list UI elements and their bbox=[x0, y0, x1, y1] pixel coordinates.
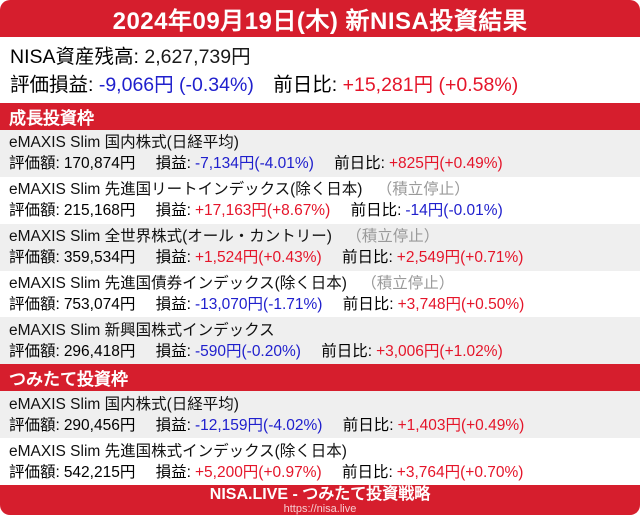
pl-label: 損益: bbox=[155, 249, 191, 267]
pl-amount: -7,134円(-4.01%) bbox=[194, 155, 314, 173]
value-amount: 753,074円 bbox=[63, 296, 136, 314]
daychange-amount: +3,006円(+1.02%) bbox=[376, 342, 503, 360]
pl-amount: -590円(-0.20%) bbox=[194, 342, 301, 360]
pl-amount: -13,070円(-1.71%) bbox=[194, 296, 323, 314]
value-amount: 170,874円 bbox=[63, 155, 136, 173]
total-daychange-label: 前日比: bbox=[273, 74, 338, 96]
fund-row: eMAXIS Slim 先進国株式インデックス(除く日本) 評価額: 542,21… bbox=[0, 438, 640, 486]
section-header-tsumitate: つみたて投資枠 bbox=[0, 364, 640, 392]
value-label: 評価額: bbox=[9, 416, 60, 434]
balance-line: NISA資産残高: 2,627,739円 bbox=[10, 43, 630, 71]
pl-label: 損益: bbox=[155, 416, 191, 434]
pl-amount: -12,159円(-4.02%) bbox=[194, 416, 323, 434]
daychange-amount: +2,549円(+0.71%) bbox=[396, 249, 524, 267]
fund-name: eMAXIS Slim 国内株式(日経平均) bbox=[9, 395, 239, 413]
daychange-amount: +3,764円(+0.70%) bbox=[396, 463, 524, 481]
site-url: https://nisa.live bbox=[283, 502, 357, 515]
fund-row: eMAXIS Slim 先進国債券インデックス(除く日本) （積立停止） 評価額… bbox=[0, 270, 640, 318]
value-label: 評価額: bbox=[9, 249, 60, 267]
site-name: NISA.LIVE - つみたて投資戦略 bbox=[209, 485, 431, 503]
fund-row: eMAXIS Slim 全世界株式(オール・カントリー) （積立停止） 評価額:… bbox=[0, 223, 640, 271]
pl-label: 損益: bbox=[155, 155, 191, 173]
summary-section: NISA資産残高: 2,627,739円 評価損益: -9,066円 (-0.3… bbox=[0, 37, 640, 103]
pl-label: 損益: bbox=[155, 296, 191, 314]
fund-row: eMAXIS Slim 国内株式(日経平均) 評価額: 290,456円 損益: -… bbox=[0, 391, 640, 439]
fund-name: eMAXIS Slim 先進国債券インデックス(除く日本) bbox=[9, 275, 347, 293]
fund-name: eMAXIS Slim 全世界株式(オール・カントリー) bbox=[9, 228, 332, 246]
fund-name: eMAXIS Slim 新興国株式インデックス bbox=[9, 321, 275, 339]
value-amount: 542,215円 bbox=[63, 463, 136, 481]
pl-amount: +5,200円(+0.97%) bbox=[194, 463, 322, 481]
fund-row: eMAXIS Slim 新興国株式インデックス 評価額: 296,418円 損益:… bbox=[0, 317, 640, 365]
balance-label: NISA資産残高: bbox=[10, 46, 139, 68]
value-label: 評価額: bbox=[9, 342, 60, 360]
value-label: 評価額: bbox=[9, 202, 60, 220]
daychange-amount: +1,403円(+0.49%) bbox=[397, 416, 525, 434]
value-amount: 290,456円 bbox=[63, 416, 136, 434]
value-amount: 359,534円 bbox=[63, 249, 136, 267]
daychange-label: 前日比: bbox=[342, 296, 394, 314]
daychange-label: 前日比: bbox=[321, 342, 373, 360]
suspended-badge: （積立停止） bbox=[361, 275, 455, 293]
total-pl-value: -9,066円 (-0.34%) bbox=[98, 74, 254, 96]
pl-amount: +17,163円(+8.67%) bbox=[194, 202, 331, 220]
daychange-amount: +3,748円(+0.50%) bbox=[397, 296, 525, 314]
total-daychange-value: +15,281円 (+0.58%) bbox=[342, 74, 519, 96]
suspended-badge: （積立停止） bbox=[376, 181, 470, 199]
daychange-label: 前日比: bbox=[334, 155, 385, 173]
daychange-label: 前日比: bbox=[341, 463, 393, 481]
value-amount: 215,168円 bbox=[63, 202, 136, 220]
report-title-bar: 2024年09月19日(木) 新NISA投資結果 bbox=[0, 0, 640, 37]
fund-row: eMAXIS Slim 先進国リートインデックス(除く日本) （積立停止） 評価… bbox=[0, 176, 640, 224]
pl-label: 損益: bbox=[155, 342, 191, 360]
value-label: 評価額: bbox=[9, 463, 60, 481]
pl-label: 損益: bbox=[155, 463, 191, 481]
report-title: 2024年09月19日(木) 新NISA投資結果 bbox=[112, 8, 528, 35]
footer-bar: NISA.LIVE - つみたて投資戦略 https://nisa.live bbox=[0, 485, 640, 515]
daychange-amount: +825円(+0.49%) bbox=[388, 155, 503, 173]
daychange-label: 前日比: bbox=[341, 249, 393, 267]
total-pl-label: 評価損益: bbox=[10, 74, 94, 96]
fund-row: eMAXIS Slim 国内株式(日経平均) 評価額: 170,874円 損益: -… bbox=[0, 130, 640, 177]
daychange-label: 前日比: bbox=[342, 416, 394, 434]
balance-value: 2,627,739円 bbox=[144, 46, 251, 68]
suspended-badge: （積立停止） bbox=[346, 228, 440, 246]
value-label: 評価額: bbox=[9, 155, 60, 173]
pl-label: 損益: bbox=[155, 202, 191, 220]
value-label: 評価額: bbox=[9, 296, 60, 314]
fund-name: eMAXIS Slim 先進国株式インデックス(除く日本) bbox=[9, 442, 347, 460]
pl-line: 評価損益: -9,066円 (-0.34%) 前日比: +15,281円 (+0… bbox=[10, 71, 630, 99]
pl-amount: +1,524円(+0.43%) bbox=[194, 249, 322, 267]
fund-name: eMAXIS Slim 先進国リートインデックス(除く日本) bbox=[9, 181, 363, 199]
fund-name: eMAXIS Slim 国内株式(日経平均) bbox=[9, 134, 239, 152]
daychange-amount: -14円(-0.01%) bbox=[405, 202, 503, 220]
daychange-label: 前日比: bbox=[350, 202, 402, 220]
section-header-growth: 成長投資枠 bbox=[0, 103, 640, 130]
value-amount: 296,418円 bbox=[63, 342, 136, 360]
